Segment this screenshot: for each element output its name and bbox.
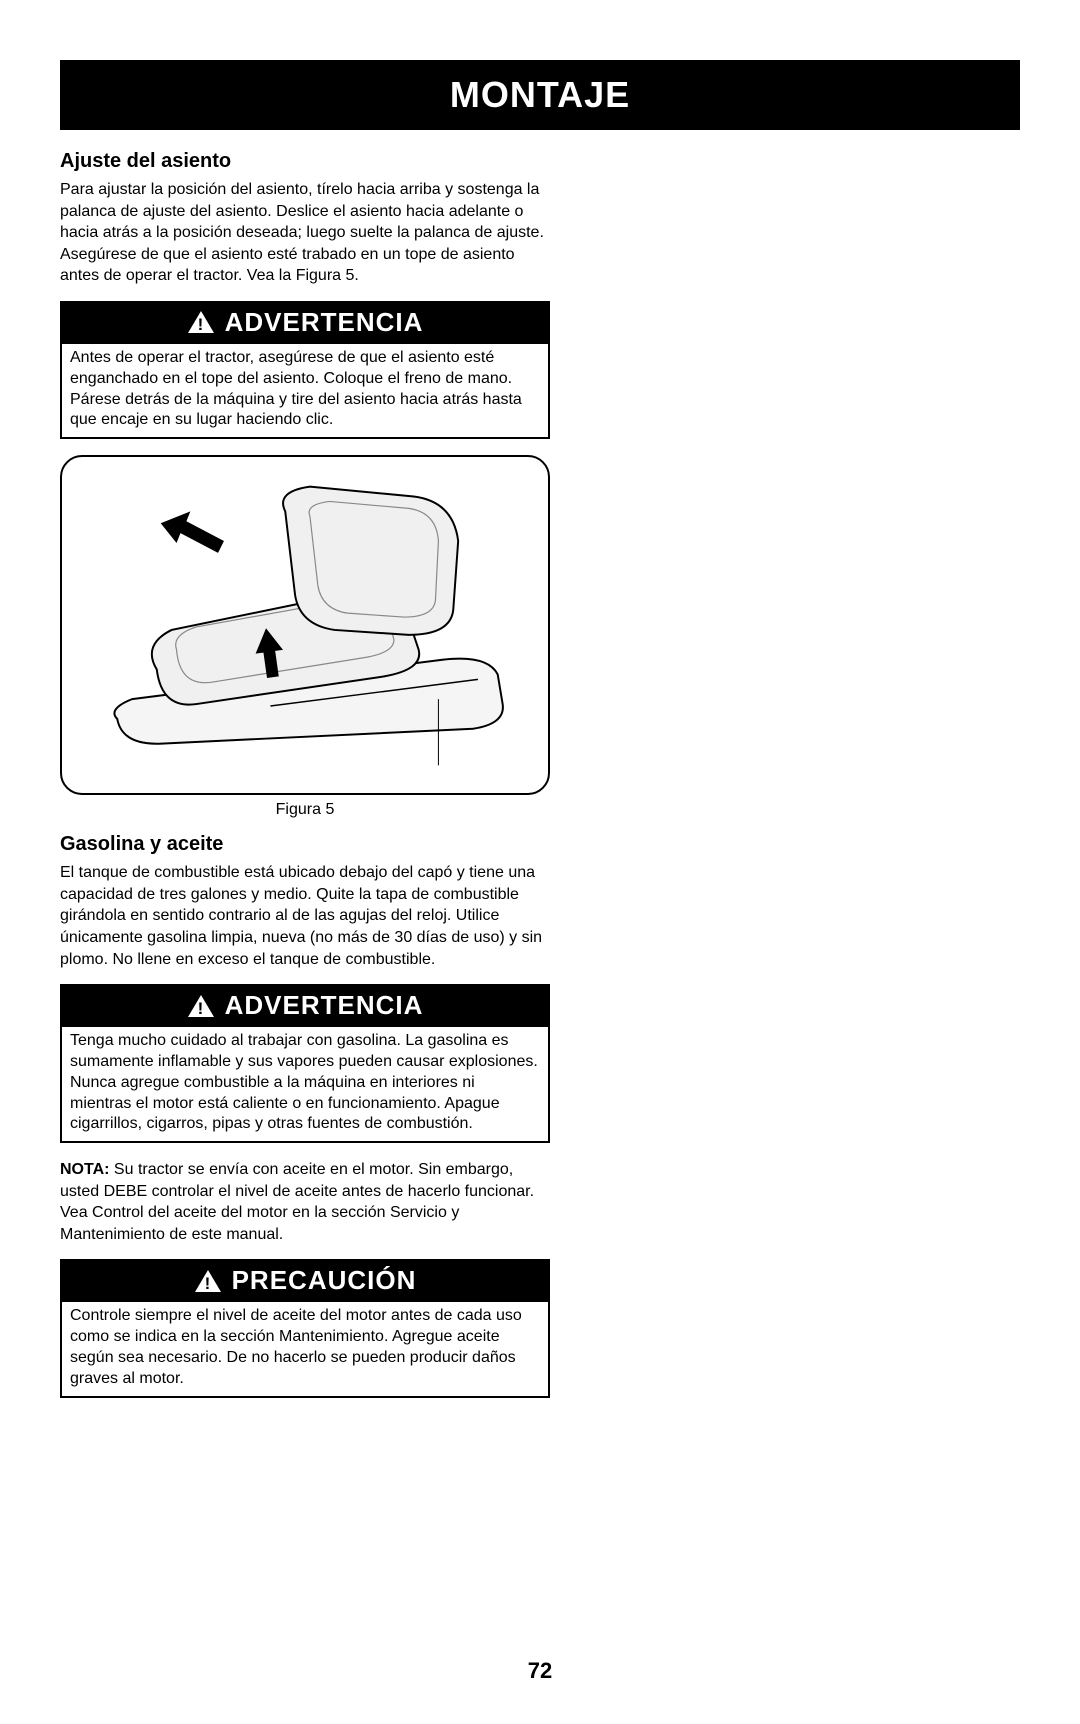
warning-label-2: ADVERTENCIA — [225, 990, 424, 1021]
warning-body-1: Antes de operar el tractor, asegúrese de… — [62, 344, 548, 437]
caution-header: ! PRECAUCIÓN — [62, 1261, 548, 1302]
svg-text:!: ! — [197, 315, 204, 334]
caution-box: ! PRECAUCIÓN Controle siempre el nivel d… — [60, 1259, 550, 1397]
figure-caption: Figura 5 — [60, 801, 550, 819]
page-number: 72 — [60, 1658, 1020, 1684]
warning-box-2: ! ADVERTENCIA Tenga mucho cuidado al tra… — [60, 984, 550, 1143]
warning-triangle-icon: ! — [187, 310, 215, 334]
caution-label: PRECAUCIÓN — [232, 1265, 417, 1296]
warning-body-2: Tenga mucho cuidado al trabajar con gaso… — [62, 1027, 548, 1141]
figure-seat-illustration — [60, 455, 550, 795]
warning-box-1: ! ADVERTENCIA Antes de operar el tractor… — [60, 301, 550, 439]
nota-body: Su tractor se envía con aceite en el mot… — [60, 1161, 534, 1243]
body-text-ajuste: Para ajustar la posición del asiento, tí… — [60, 179, 550, 287]
warning-triangle-icon: ! — [194, 1269, 222, 1293]
section-heading-gasolina: Gasolina y aceite — [60, 833, 550, 856]
nota-label: NOTA: — [60, 1161, 109, 1178]
caution-body: Controle siempre el nivel de aceite del … — [62, 1302, 548, 1395]
nota-paragraph: NOTA: Su tractor se envía con aceite en … — [60, 1159, 550, 1245]
warning-header-2: ! ADVERTENCIA — [62, 986, 548, 1027]
main-content-column: Ajuste del asiento Para ajustar la posic… — [60, 150, 550, 1398]
warning-label-1: ADVERTENCIA — [225, 307, 424, 338]
section-heading-ajuste: Ajuste del asiento — [60, 150, 550, 173]
page-header: MONTAJE — [60, 60, 1020, 130]
svg-text:!: ! — [197, 999, 204, 1018]
warning-header-1: ! ADVERTENCIA — [62, 303, 548, 344]
body-text-gasolina: El tanque de combustible está ubicado de… — [60, 862, 550, 970]
warning-triangle-icon: ! — [187, 994, 215, 1018]
svg-text:!: ! — [204, 1274, 211, 1293]
